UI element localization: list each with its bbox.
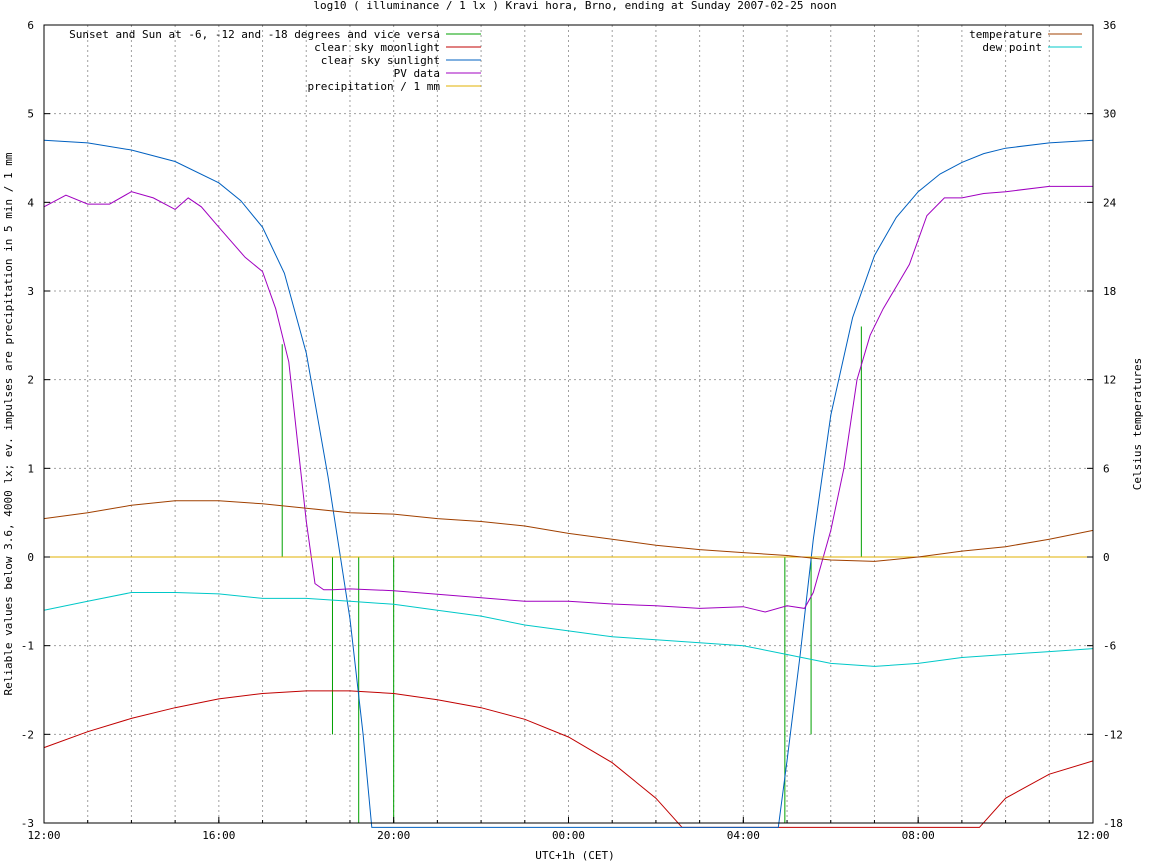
- y-axis-label: Reliable values below 3.6, 4000 lx; ev. …: [2, 152, 15, 695]
- y2-tick-label: -12: [1103, 728, 1123, 741]
- legend-entry-label: temperature: [969, 28, 1042, 41]
- x-tick-label: 16:00: [202, 829, 235, 842]
- y-tick-label: 0: [27, 551, 34, 564]
- series-line-clear-sky-moonlight: [43, 690, 1094, 828]
- legend-entry-label: Sunset and Sun at -6, -12 and -18 degree…: [69, 28, 440, 41]
- y-tick-label: -3: [21, 817, 34, 830]
- legend-entry-label: dew point: [982, 41, 1042, 54]
- y-tick-label: 4: [27, 196, 34, 209]
- y-tick-label: 6: [27, 19, 34, 32]
- y2-tick-label: 12: [1103, 374, 1116, 387]
- y2-axis-label: Celsius temperatures: [1131, 358, 1144, 490]
- y-tick-label: 5: [27, 108, 34, 121]
- y2-tick-label: -6: [1103, 640, 1116, 653]
- series-line-pv-data: [43, 185, 1093, 613]
- y2-tick-label: 0: [1103, 551, 1110, 564]
- x-tick-label: 12:00: [27, 829, 60, 842]
- y2-tick-label: 18: [1103, 285, 1116, 298]
- y-tick-label: 3: [27, 285, 34, 298]
- y-tick-label: -1: [21, 640, 34, 653]
- x-tick-label: 00:00: [552, 829, 585, 842]
- y2-tick-label: 24: [1103, 196, 1117, 209]
- series-layer: [43, 139, 1094, 828]
- legend-entry-label: clear sky moonlight: [314, 41, 440, 54]
- y2-tick-label: 6: [1103, 462, 1110, 475]
- y2-tick-label: 30: [1103, 108, 1116, 121]
- y-tick-label: -2: [21, 728, 34, 741]
- y-tick-label: 1: [27, 462, 34, 475]
- chart-title: log10 ( illuminance / 1 lx ) Kravi hora,…: [313, 0, 836, 12]
- legend-entry-label: PV data: [394, 67, 440, 80]
- y2-tick-label: 36: [1103, 19, 1116, 32]
- legend-left: Sunset and Sun at -6, -12 and -18 degree…: [69, 28, 481, 93]
- legend-entry-label: precipitation / 1 mm: [308, 80, 441, 93]
- legend-entry-label: clear sky sunlight: [321, 54, 440, 67]
- series-line-temperature: [43, 500, 1094, 562]
- x-tick-label: 12:00: [1076, 829, 1109, 842]
- x-tick-label: 08:00: [902, 829, 935, 842]
- series-line-dew-point: [43, 592, 1094, 667]
- x-tick-label: 04:00: [727, 829, 760, 842]
- y2-tick-label: -18: [1103, 817, 1123, 830]
- series-line-clear-sky-sunlight: [43, 139, 1094, 828]
- x-axis-label: UTC+1h (CET): [535, 849, 614, 862]
- x-tick-label: 20:00: [377, 829, 410, 842]
- y-tick-label: 2: [27, 374, 34, 387]
